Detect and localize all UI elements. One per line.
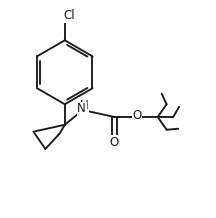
Text: O: O — [110, 136, 119, 148]
Text: H: H — [80, 99, 89, 112]
Text: Cl: Cl — [64, 9, 75, 22]
Text: N: N — [77, 102, 86, 115]
Text: O: O — [132, 109, 141, 122]
